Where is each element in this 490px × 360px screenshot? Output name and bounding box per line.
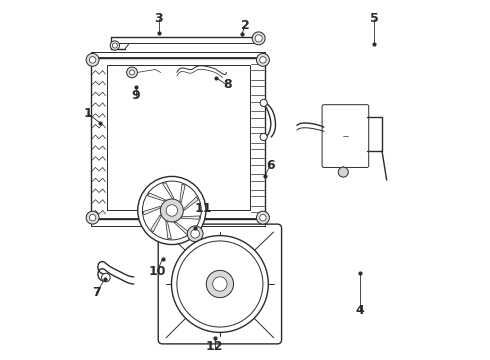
Circle shape [191,229,199,238]
FancyBboxPatch shape [322,105,368,167]
Circle shape [260,99,267,107]
Circle shape [172,235,269,332]
Circle shape [256,211,270,224]
Circle shape [260,215,266,221]
Text: 2: 2 [241,19,249,32]
Circle shape [166,205,177,216]
Circle shape [338,167,348,177]
Polygon shape [196,289,209,323]
Text: 7: 7 [92,287,100,300]
Circle shape [260,134,267,140]
Polygon shape [163,183,174,198]
Text: 1: 1 [84,107,92,120]
Circle shape [252,32,265,45]
Circle shape [86,53,99,66]
Text: 4: 4 [355,305,364,318]
Circle shape [177,241,263,327]
Polygon shape [231,244,244,279]
Polygon shape [144,206,160,215]
Circle shape [256,53,270,66]
Polygon shape [151,215,161,232]
Polygon shape [225,295,259,308]
Text: 9: 9 [131,89,140,102]
Text: 8: 8 [223,78,231,91]
Polygon shape [166,221,171,239]
Bar [107,64,250,211]
Circle shape [143,181,201,240]
Text: 11: 11 [195,202,213,215]
Circle shape [213,277,227,291]
Text: 5: 5 [370,12,378,25]
Text: 10: 10 [148,265,166,278]
Circle shape [255,35,262,42]
FancyBboxPatch shape [158,224,282,344]
Circle shape [138,176,206,244]
Circle shape [129,70,135,75]
Circle shape [89,215,96,221]
Circle shape [89,57,96,63]
Polygon shape [180,184,185,203]
Circle shape [86,211,99,224]
Text: 12: 12 [206,340,223,353]
Polygon shape [184,197,198,211]
Polygon shape [174,222,190,234]
Circle shape [101,273,110,282]
Text: 6: 6 [266,159,274,172]
Circle shape [126,67,137,78]
Polygon shape [147,193,166,201]
Circle shape [206,270,234,298]
Circle shape [160,199,183,222]
Polygon shape [181,216,199,219]
Polygon shape [180,260,215,273]
Text: 3: 3 [155,12,163,25]
Circle shape [112,43,117,48]
Bar [91,58,265,220]
Circle shape [187,226,203,242]
Circle shape [110,41,120,50]
Circle shape [260,57,266,63]
